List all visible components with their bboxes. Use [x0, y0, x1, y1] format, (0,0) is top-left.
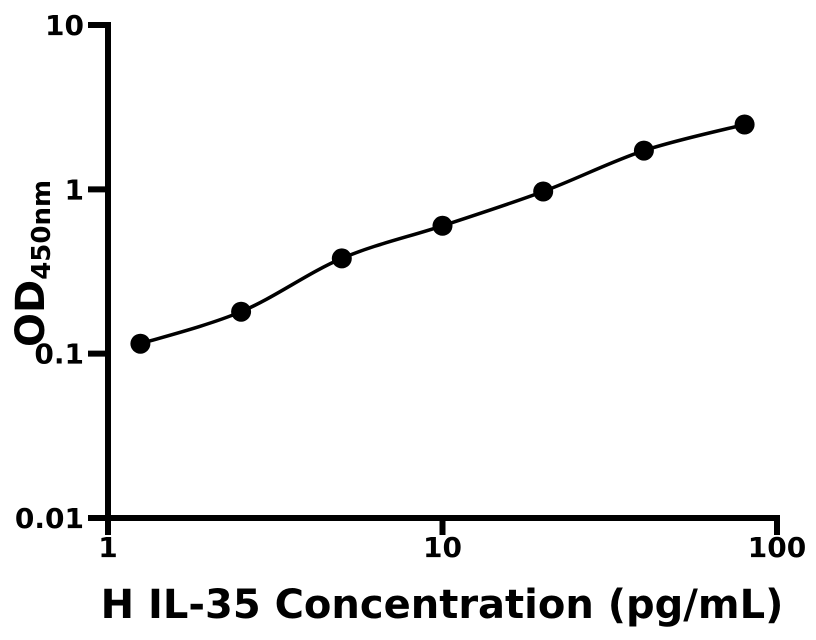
data-point-marker [331, 248, 352, 269]
y-tick-label: 0.1 [34, 338, 84, 371]
y-axis-title-main: OD [8, 280, 54, 347]
y-axis-title-subscript: 450nm [27, 180, 57, 280]
x-axis-ticks: 1 10 100 [98, 521, 806, 564]
y-tick-label: 1 [65, 173, 84, 206]
x-axis-title: H IL-35 Concentration (pg/mL) [101, 582, 784, 628]
data-point-marker [734, 114, 755, 135]
x-tick-label: 10 [423, 531, 462, 564]
data-point-marker [633, 140, 654, 161]
y-axis-ticks: 10 1 0.1 0.01 [15, 9, 105, 535]
data-point-marker [130, 333, 151, 354]
y-tick-label: 0.01 [15, 502, 84, 535]
y-tick-label: 10 [45, 9, 84, 42]
x-tick-label: 100 [748, 531, 806, 564]
data-point-marker [533, 181, 554, 202]
y-axis-title: OD450nm [8, 180, 57, 347]
data-point-marker [432, 215, 453, 236]
x-tick-label: 1 [98, 531, 117, 564]
data-point-marker [231, 301, 252, 322]
data-point-markers [130, 114, 755, 354]
